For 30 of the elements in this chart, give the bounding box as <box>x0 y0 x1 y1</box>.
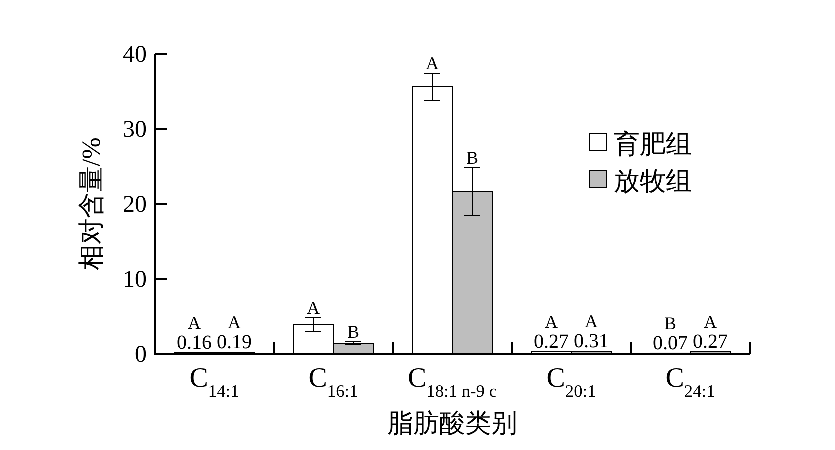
y-tick-label: 10 <box>123 267 147 293</box>
annotation: A <box>228 312 241 333</box>
data-label: 0.16 <box>177 332 212 354</box>
legend-label: 放牧组 <box>614 167 692 196</box>
annotation: A <box>704 312 717 332</box>
y-tick-label: 30 <box>123 117 147 143</box>
x-axis-title: 脂肪酸类别 <box>388 409 518 438</box>
x-tick-label: C$_{20:1}$ <box>546 363 596 400</box>
data-label: 0.27 <box>693 330 728 353</box>
x-tick-label: C$_{18:1 n-9 c}$ <box>408 363 498 400</box>
data-label: 0.27 <box>534 330 569 353</box>
annotation: B <box>664 313 677 334</box>
data-label: 0.31 <box>574 330 609 353</box>
data-label: 0.07 <box>653 332 688 354</box>
annotation: B <box>466 148 479 168</box>
annotation: A <box>545 312 558 332</box>
x-tick-label: C$_{16:1}$ <box>308 363 358 400</box>
annotation: A <box>188 312 201 333</box>
data-label: 0.19 <box>217 332 252 354</box>
annotation: A <box>585 312 598 332</box>
y-tick-label: 20 <box>123 192 147 218</box>
annotation: A <box>426 54 439 74</box>
y-tick-label: 0 <box>135 342 147 368</box>
annotation: A <box>307 298 320 318</box>
x-tick-label: C$_{14:1}$ <box>190 363 240 400</box>
legend-label: 育肥组 <box>614 130 692 159</box>
x-tick-label: C$_{24:1}$ <box>666 363 716 400</box>
y-axis-title: 相对含量/% <box>77 138 106 270</box>
annotation: B <box>347 322 360 342</box>
y-tick-label: 40 <box>123 42 147 68</box>
